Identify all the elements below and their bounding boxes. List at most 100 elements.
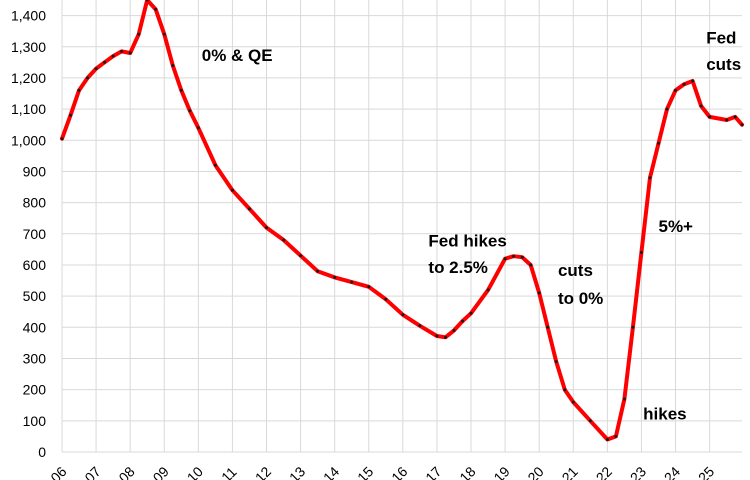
x-tick-label: 25 bbox=[695, 463, 717, 480]
x-tick-label: 07 bbox=[81, 463, 103, 480]
x-tick-label: 20 bbox=[524, 463, 546, 480]
data-point bbox=[137, 32, 141, 36]
x-tick-label: 16 bbox=[388, 463, 410, 480]
data-point bbox=[282, 238, 286, 242]
data-point bbox=[103, 60, 107, 64]
y-tick-label: 1,400 bbox=[11, 8, 46, 24]
x-tick-label: 22 bbox=[593, 463, 615, 480]
data-point bbox=[733, 115, 737, 119]
x-tick-label: 24 bbox=[661, 463, 683, 480]
data-point bbox=[128, 51, 132, 55]
x-axis-tick-labels: 06 07 08 09 10 11 12 13 14 15 16 17 18 19 20 21 22 23 24 25 bbox=[47, 463, 717, 480]
data-point bbox=[444, 335, 447, 339]
x-tick-label: 21 bbox=[559, 463, 581, 480]
y-tick-label: 1,200 bbox=[11, 70, 46, 86]
annotation-label: cuts bbox=[706, 55, 741, 74]
data-point bbox=[469, 311, 473, 315]
series-group bbox=[60, 0, 744, 442]
data-point bbox=[435, 334, 439, 338]
y-tick-label: 1,000 bbox=[11, 132, 46, 148]
y-tick-label: 500 bbox=[23, 288, 47, 304]
annotation-label: Fed bbox=[706, 29, 736, 48]
annotation-label: hikes bbox=[643, 404, 686, 423]
data-point bbox=[248, 207, 251, 211]
x-tick-label: 15 bbox=[354, 463, 376, 480]
x-tick-label: 11 bbox=[218, 464, 240, 480]
x-tick-label: 06 bbox=[47, 463, 69, 480]
data-point bbox=[77, 88, 81, 92]
data-point bbox=[708, 115, 712, 119]
data-point bbox=[213, 163, 217, 167]
data-point bbox=[563, 388, 567, 392]
y-tick-label: 400 bbox=[23, 319, 47, 335]
x-tick-label: 13 bbox=[286, 463, 308, 480]
x-tick-label: 08 bbox=[115, 463, 137, 480]
data-point bbox=[648, 176, 652, 180]
data-point bbox=[639, 251, 643, 254]
y-tick-label: 200 bbox=[23, 382, 47, 398]
data-point bbox=[571, 400, 575, 404]
annotation-label: to 0% bbox=[558, 289, 603, 308]
data-point bbox=[674, 88, 677, 92]
data-point bbox=[171, 64, 175, 67]
data-point bbox=[299, 254, 303, 258]
data-point bbox=[86, 76, 90, 80]
data-point bbox=[605, 438, 609, 441]
data-point bbox=[316, 269, 320, 273]
annotations: 0% & QE Fed hikes to 2.5% cuts to 0% hikes 5%+… bbox=[202, 29, 741, 424]
annotation-label: Fed hikes bbox=[428, 231, 506, 250]
data-point bbox=[154, 7, 158, 11]
data-point bbox=[503, 257, 507, 261]
y-tick-label: 600 bbox=[23, 257, 47, 273]
grid bbox=[61, 0, 742, 453]
x-tick-label: 10 bbox=[184, 463, 206, 480]
data-point bbox=[725, 118, 729, 122]
data-point bbox=[367, 285, 371, 289]
annotation-label: to 2.5% bbox=[428, 258, 488, 277]
x-tick-label: 09 bbox=[150, 463, 172, 480]
x-tick-label: 14 bbox=[320, 463, 342, 480]
data-point bbox=[418, 324, 422, 328]
data-point bbox=[614, 434, 618, 438]
y-tick-label: 1,100 bbox=[11, 101, 46, 117]
series-line bbox=[60, 0, 744, 442]
data-point bbox=[265, 226, 268, 230]
data-point bbox=[486, 288, 490, 292]
y-tick-label: 300 bbox=[23, 350, 47, 366]
data-point bbox=[512, 254, 516, 258]
x-tick-label: 17 bbox=[422, 463, 444, 480]
data-point bbox=[529, 263, 533, 267]
data-point bbox=[60, 137, 64, 141]
annotation-label: 5%+ bbox=[658, 217, 693, 236]
data-point bbox=[740, 123, 744, 127]
data-point bbox=[350, 280, 354, 284]
y-tick-label: 700 bbox=[23, 226, 47, 242]
data-point bbox=[554, 360, 558, 364]
annotation-label: 0% & QE bbox=[202, 46, 273, 65]
data-point bbox=[188, 109, 192, 113]
data-point bbox=[665, 107, 669, 111]
x-tick-label: 23 bbox=[627, 463, 649, 480]
data-point bbox=[111, 54, 115, 58]
y-tick-label: 900 bbox=[23, 163, 47, 179]
data-point bbox=[162, 32, 166, 36]
annotation-label: cuts bbox=[558, 261, 593, 280]
y-tick-label: 800 bbox=[23, 195, 47, 211]
data-point bbox=[401, 313, 405, 317]
data-point bbox=[657, 141, 660, 145]
data-point bbox=[452, 328, 456, 332]
data-point bbox=[520, 255, 524, 259]
data-point bbox=[537, 291, 541, 295]
y-tick-label: 1,300 bbox=[11, 39, 46, 55]
data-point bbox=[196, 126, 200, 130]
data-point bbox=[691, 79, 695, 83]
y-axis-tick-labels: 0 100 200 300 400 500 600 700 800 900 1,000 1,100 1,… bbox=[11, 8, 46, 460]
x-tick-label: 12 bbox=[252, 463, 274, 480]
data-point bbox=[699, 104, 703, 108]
x-tick-label: 18 bbox=[456, 463, 478, 480]
y-tick-label: 100 bbox=[23, 413, 47, 429]
data-point bbox=[230, 188, 234, 192]
data-point bbox=[461, 319, 464, 323]
data-point bbox=[546, 325, 550, 329]
data-point bbox=[333, 275, 337, 279]
